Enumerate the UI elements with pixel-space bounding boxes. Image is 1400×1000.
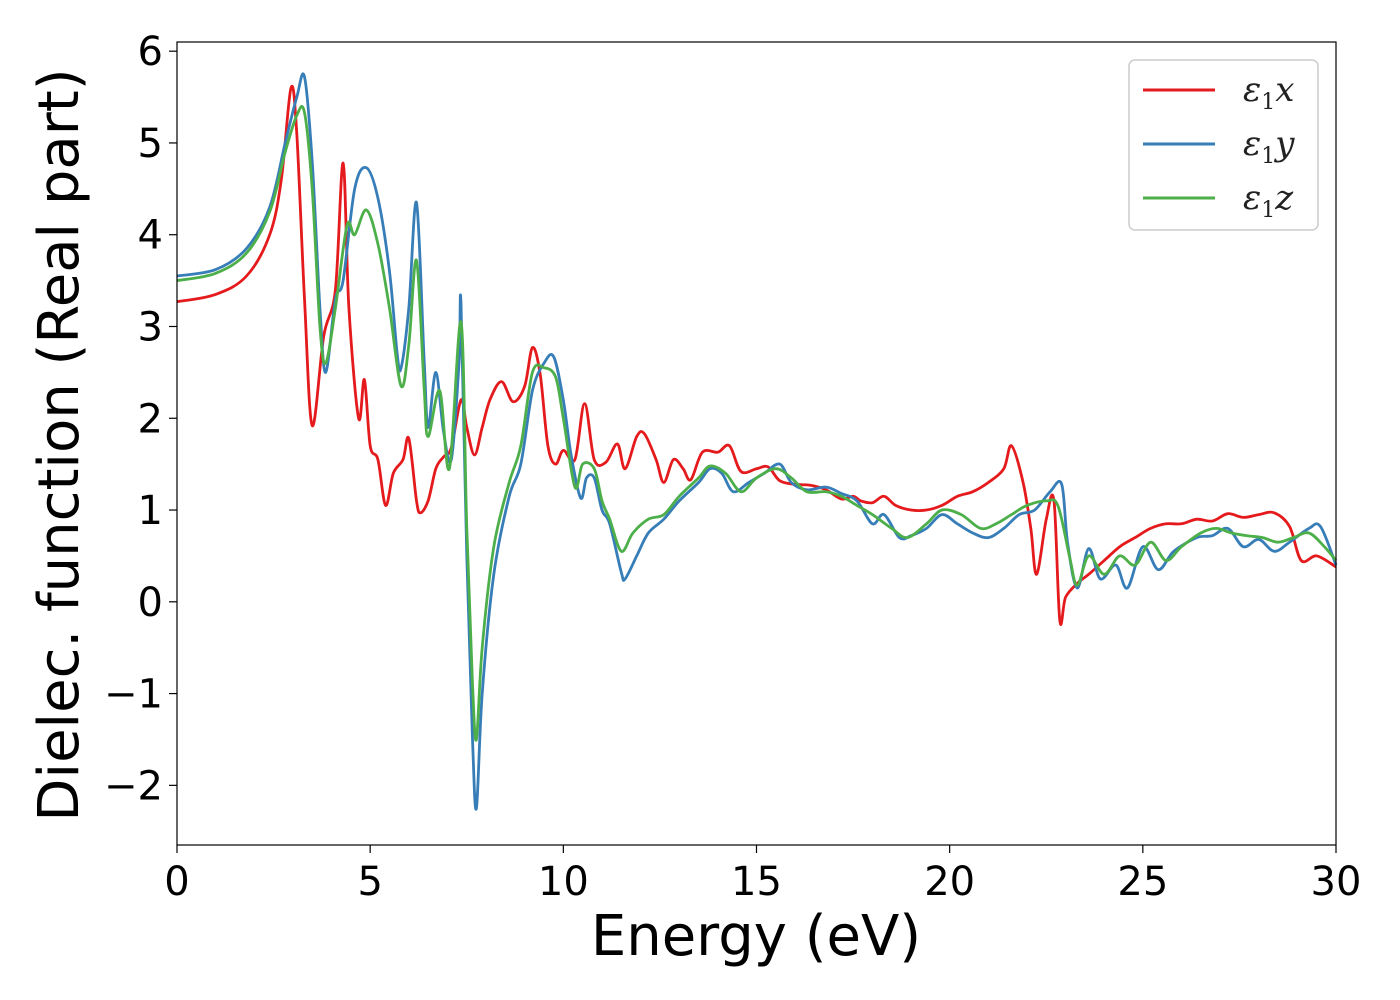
- x-tick-label: 30: [1311, 859, 1362, 905]
- y-tick-label: 0: [138, 580, 163, 626]
- x-tick-label: 25: [1117, 859, 1168, 905]
- y-axis: −2 −1 0 1 2 3 4 5 6: [104, 29, 177, 809]
- series-layer: [176, 72, 1338, 811]
- legend-box: [1128, 59, 1319, 231]
- x-axis: 0 5 10 15 20 25 30: [164, 845, 1361, 905]
- x-tick-label: 10: [538, 859, 589, 905]
- x-tick-label: 20: [924, 859, 975, 905]
- legend-label-y: ε1y: [1243, 124, 1295, 169]
- series-line-z: [176, 105, 1338, 742]
- legend: ε1x ε1y ε1z: [1128, 59, 1319, 231]
- y-tick-label: −2: [104, 763, 163, 809]
- legend-label-z: ε1z: [1243, 178, 1294, 223]
- y-tick-label: 3: [138, 304, 163, 350]
- y-tick-label: 6: [138, 29, 163, 75]
- y-tick-label: 4: [138, 213, 163, 259]
- x-axis-label: Energy (eV): [591, 904, 921, 969]
- legend-items: ε1x ε1y ε1z: [1143, 70, 1295, 223]
- y-tick-label: −1: [104, 672, 163, 718]
- x-tick-label: 15: [731, 859, 782, 905]
- y-tick-label: 2: [138, 396, 163, 442]
- series-line-x: [176, 84, 1337, 626]
- legend-label-x: ε1x: [1243, 70, 1294, 115]
- y-axis-label: Dielec. function (Real part): [27, 68, 92, 821]
- x-tick-label: 5: [357, 859, 382, 905]
- y-tick-label: 1: [138, 488, 163, 534]
- x-tick-label: 0: [164, 859, 189, 905]
- y-tick-label: 5: [138, 121, 163, 167]
